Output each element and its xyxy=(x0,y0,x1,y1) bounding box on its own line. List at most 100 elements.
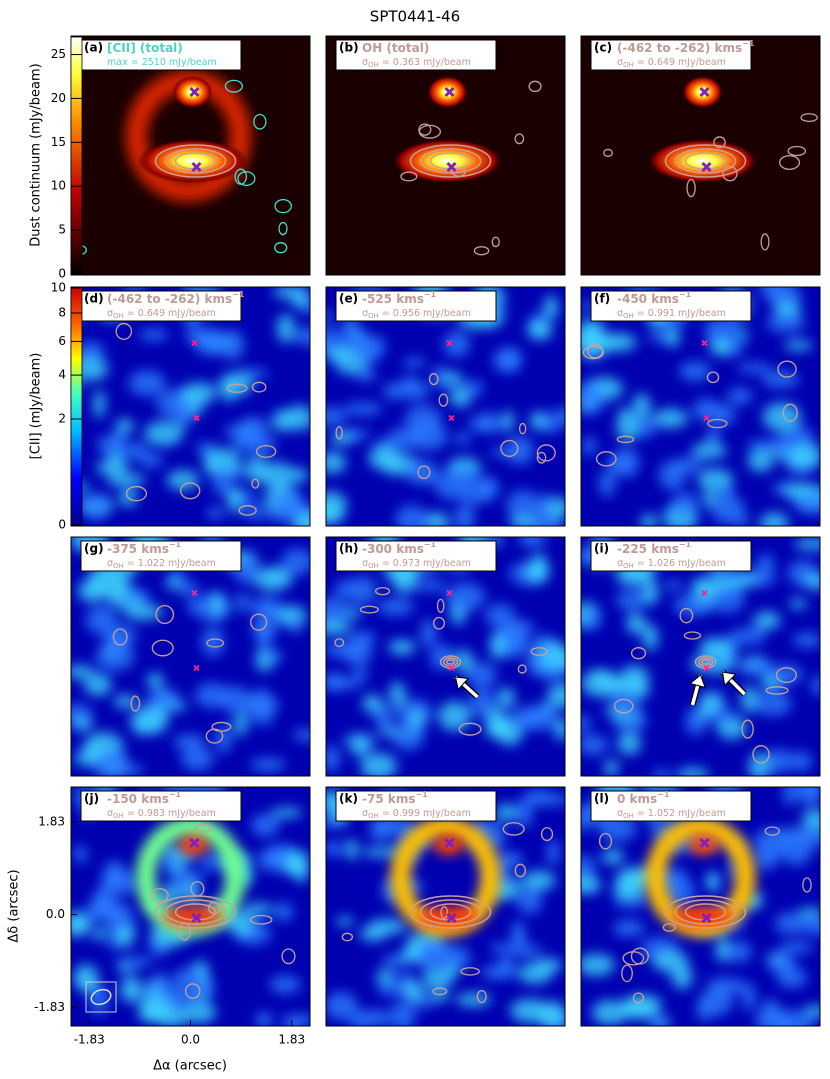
contour xyxy=(662,923,676,932)
contour xyxy=(664,144,747,178)
noise-blob xyxy=(343,328,366,352)
noise-blob xyxy=(625,613,647,635)
noise-blob xyxy=(183,1001,217,1024)
panel-title-sup: −1 xyxy=(169,790,182,799)
noise-blob xyxy=(249,597,282,618)
noise-blob xyxy=(506,490,540,520)
noise-blob xyxy=(775,1010,814,1026)
colorbar-tick-label: 0 xyxy=(58,267,66,281)
noise-blob xyxy=(632,414,657,438)
contour xyxy=(154,895,237,929)
contour xyxy=(540,827,554,842)
note-sub: OH xyxy=(368,562,379,570)
contour xyxy=(700,659,711,665)
label-box xyxy=(335,790,497,822)
panel-title: -300 kms−1 xyxy=(362,540,437,556)
note-sub: OH xyxy=(113,312,124,320)
noise-blob xyxy=(622,994,663,1014)
contour xyxy=(621,964,633,983)
contour xyxy=(765,686,789,695)
contour xyxy=(179,482,201,500)
panel-note: σOH = 0.649 mJy/beam xyxy=(107,308,216,321)
noise-blob xyxy=(290,467,309,483)
contour xyxy=(224,79,243,93)
noise-blob xyxy=(525,558,550,584)
noise-blob xyxy=(774,912,808,935)
colorbar-tick-label: 10 xyxy=(51,281,66,295)
contour xyxy=(603,148,613,158)
x-axis-label: Δα (arcsec) xyxy=(153,1059,227,1074)
panel-title-sup: −1 xyxy=(679,540,692,549)
contour xyxy=(112,628,128,646)
noise-blob xyxy=(764,749,795,773)
noise-blob xyxy=(91,928,107,941)
contour xyxy=(707,418,728,429)
note-symbol: σ xyxy=(362,57,368,68)
noise-blob xyxy=(730,627,767,645)
contour xyxy=(476,989,487,1004)
noise-blob xyxy=(359,1009,391,1026)
noise-blob xyxy=(613,447,640,478)
panel-label: (b) xyxy=(339,41,359,55)
panel-note: σOH = 0.999 mJy/beam xyxy=(362,808,471,821)
label-box xyxy=(80,540,242,572)
noise-blob xyxy=(292,292,307,309)
noise-blob xyxy=(171,967,206,997)
noise-blob xyxy=(255,1011,273,1026)
noise-blob xyxy=(389,1001,416,1026)
panel-title: -525 kms−1 xyxy=(362,290,437,306)
noise-blob xyxy=(762,402,801,432)
label-box xyxy=(590,790,752,822)
noise-blob xyxy=(454,503,475,526)
note-symbol: σ xyxy=(617,808,623,819)
noise-blob xyxy=(71,910,87,937)
contour xyxy=(419,148,482,174)
noise-blob xyxy=(726,387,753,405)
noise-blob xyxy=(811,675,820,696)
noise-blob xyxy=(619,665,650,691)
note-text: = 0.973 mJy/beam xyxy=(382,558,471,569)
noise-blob xyxy=(697,468,734,492)
panel-title-text: -75 kms xyxy=(362,792,415,806)
panel-note: σOH = 1.022 mJy/beam xyxy=(107,558,216,571)
colorbar-tick-label: 25 xyxy=(51,47,66,61)
noise-blob xyxy=(543,295,559,320)
noise-blob xyxy=(161,850,176,875)
arrow-head xyxy=(721,671,737,687)
noise-blob xyxy=(485,603,515,629)
contour xyxy=(445,659,456,665)
panel-frame xyxy=(580,786,821,1027)
noise-blob xyxy=(678,361,712,382)
panel-label: (i) xyxy=(594,542,609,556)
noise-blob xyxy=(283,1014,310,1025)
noise-blob xyxy=(261,461,295,491)
contour xyxy=(632,992,645,1004)
contour xyxy=(802,877,812,893)
panel-title: -375 kms−1 xyxy=(107,540,182,556)
noise-blob xyxy=(676,767,710,776)
noise-blob xyxy=(403,981,425,1001)
source-marker xyxy=(191,912,202,924)
contour xyxy=(722,165,738,182)
colorbar-tick-label: 0 xyxy=(58,518,66,532)
contour xyxy=(664,895,747,929)
panel-label: (c) xyxy=(594,41,612,55)
noise-blob xyxy=(165,576,181,590)
noise-blob xyxy=(521,870,556,891)
panel-label: (a) xyxy=(84,41,103,55)
panel-note: σOH = 0.649 mJy/beam xyxy=(617,57,726,70)
panel-image xyxy=(71,36,310,275)
noise-blob xyxy=(803,573,820,590)
noise-blob xyxy=(581,953,615,977)
noise-blob xyxy=(747,449,774,473)
noise-blob xyxy=(336,916,354,927)
noise-blob xyxy=(104,624,137,646)
note-symbol: σ xyxy=(617,308,623,319)
noise-blob xyxy=(709,706,735,725)
source-marker xyxy=(448,414,455,422)
contour xyxy=(274,199,292,214)
contour xyxy=(151,639,174,657)
contour xyxy=(500,439,519,457)
source-marker xyxy=(193,664,200,672)
panel-title: 0 kms−1 xyxy=(617,790,670,806)
